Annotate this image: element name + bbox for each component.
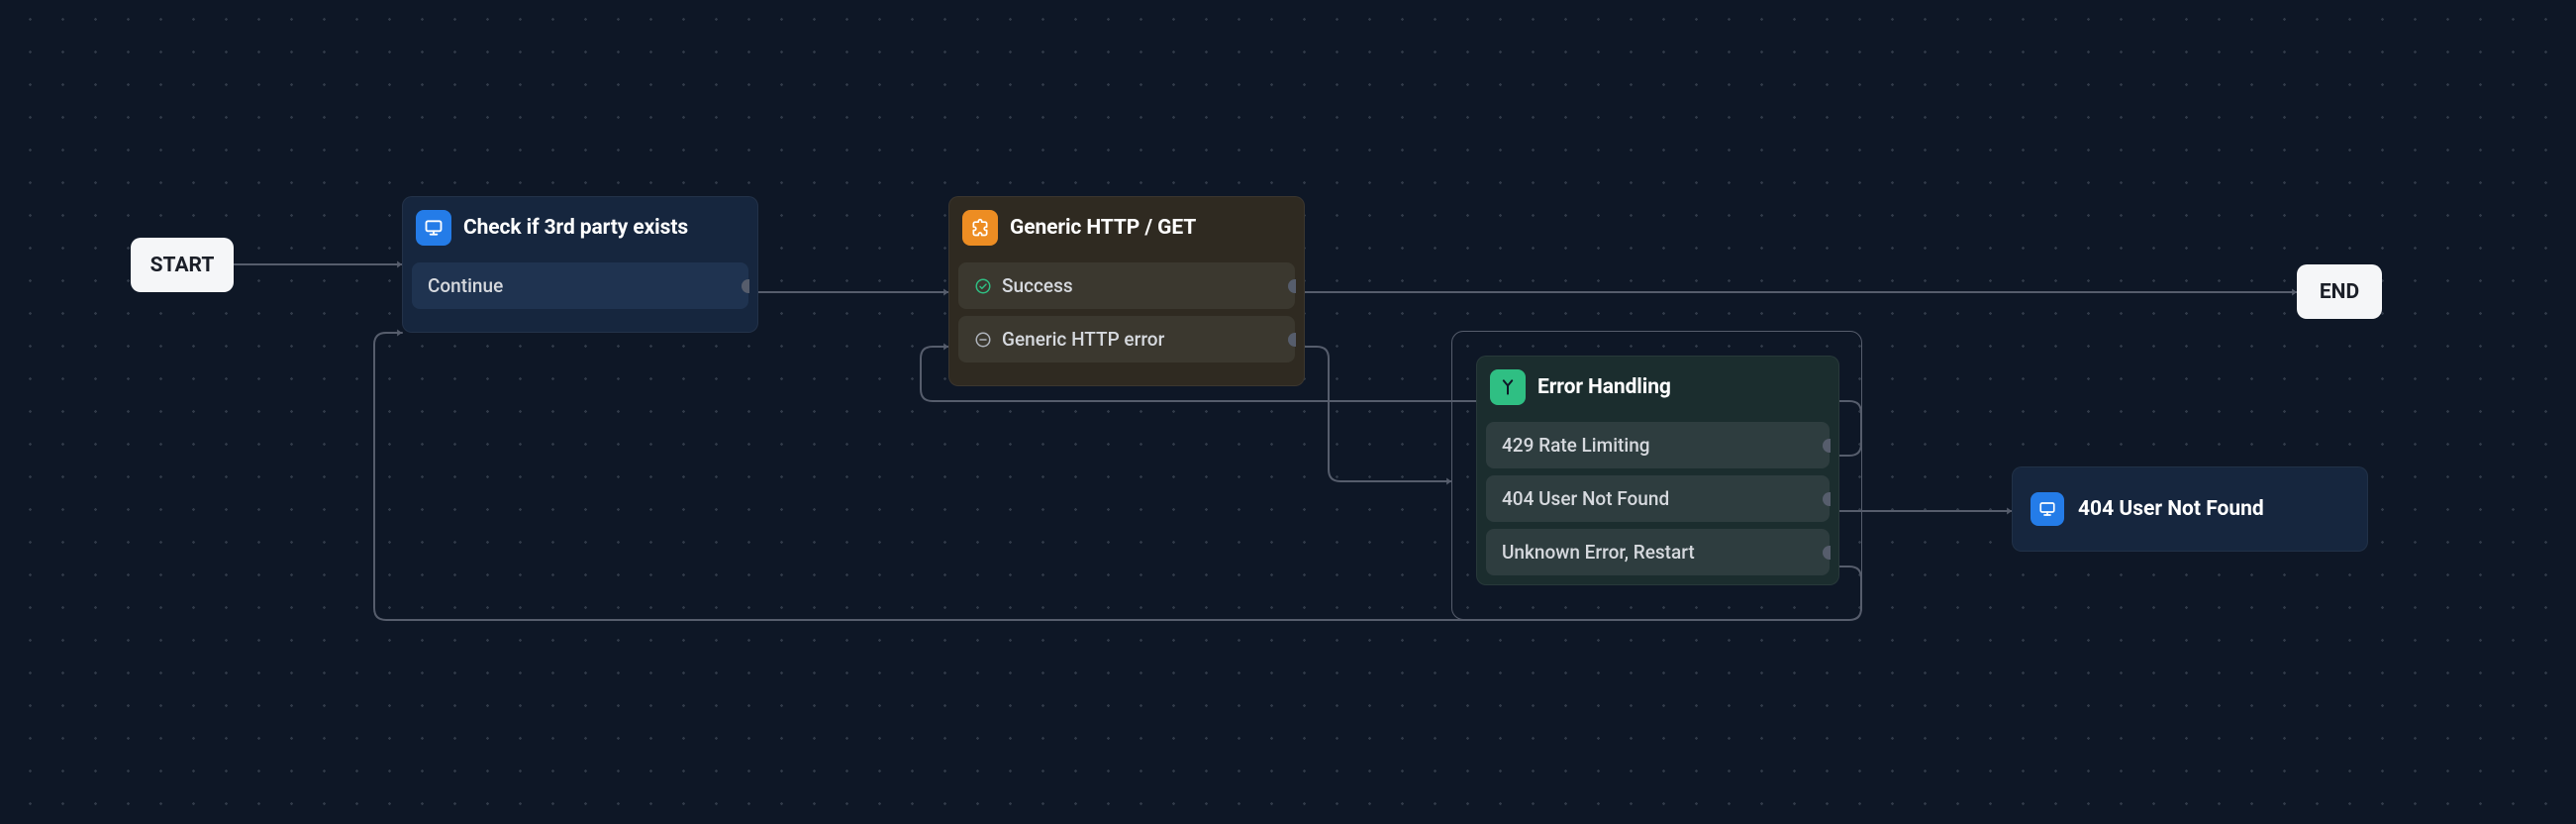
port-handle[interactable] (1823, 546, 1831, 560)
dot-grid-background (0, 0, 2576, 824)
flow-canvas[interactable]: START END Check if 3rd party exists Cont… (0, 0, 2576, 824)
port-label: Generic HTTP error (1002, 328, 1164, 351)
node-title: Error Handling (1537, 375, 1671, 399)
start-label: START (150, 254, 215, 277)
port-label: 404 User Not Found (1502, 487, 1669, 510)
minus-circle-icon (974, 331, 992, 349)
port-label: Success (1002, 274, 1073, 297)
port-continue[interactable]: Continue (412, 262, 748, 309)
node-header: Check if 3rd party exists (412, 206, 748, 256)
node-404-user-not-found[interactable]: 404 User Not Found (2012, 466, 2368, 552)
port-label: Unknown Error, Restart (1502, 541, 1695, 564)
port-handle[interactable] (1823, 439, 1831, 453)
end-node[interactable]: END (2297, 264, 2382, 319)
node-error-handling-container[interactable]: Error Handling 429 Rate Limiting 404 Use… (1451, 331, 1862, 620)
port-unknown-error-restart[interactable]: Unknown Error, Restart (1486, 529, 1830, 575)
node-header: Error Handling (1486, 365, 1830, 415)
port-generic-http-error[interactable]: Generic HTTP error (958, 316, 1295, 362)
check-circle-icon (974, 277, 992, 295)
port-label: Continue (428, 274, 503, 297)
port-handle[interactable] (1288, 279, 1296, 293)
puzzle-icon (962, 210, 998, 246)
port-success[interactable]: Success (958, 262, 1295, 309)
start-node[interactable]: START (131, 238, 234, 292)
port-handle[interactable] (1288, 333, 1296, 347)
monitor-icon (416, 210, 451, 246)
node-error-handling[interactable]: Error Handling 429 Rate Limiting 404 Use… (1476, 356, 1839, 585)
port-label: 429 Rate Limiting (1502, 434, 1650, 457)
node-title: Generic HTTP / GET (1010, 216, 1196, 240)
node-title: Check if 3rd party exists (463, 216, 688, 240)
end-label: END (2320, 280, 2359, 304)
monitor-icon (2031, 492, 2064, 526)
node-title: 404 User Not Found (2078, 497, 2264, 521)
branch-icon (1490, 369, 1526, 405)
port-handle[interactable] (1823, 492, 1831, 506)
port-handle[interactable] (742, 279, 749, 293)
port-429-rate-limiting[interactable]: 429 Rate Limiting (1486, 422, 1830, 468)
node-header: Generic HTTP / GET (958, 206, 1295, 256)
node-generic-http-get[interactable]: Generic HTTP / GET Success Generic HTTP … (948, 196, 1305, 386)
node-check-3rd-party[interactable]: Check if 3rd party exists Continue (402, 196, 758, 333)
port-404-user-not-found[interactable]: 404 User Not Found (1486, 475, 1830, 522)
